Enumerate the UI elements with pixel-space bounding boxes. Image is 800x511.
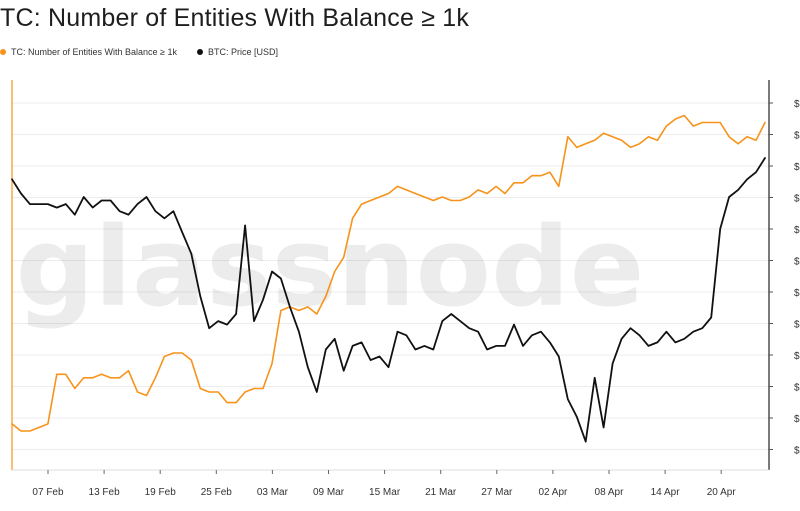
legend: TC: Number of Entities With Balance ≥ 1k… (0, 47, 298, 57)
right-tick-label: $ (794, 131, 800, 142)
x-tick-label: 13 Feb (89, 487, 121, 498)
legend-item-price[interactable]: BTC: Price [USD] (197, 47, 278, 57)
grid-lines (12, 102, 769, 450)
series-line-price (11, 157, 766, 443)
x-tick-label: 25 Feb (201, 487, 233, 498)
chart-title: TC: Number of Entities With Balance ≥ 1k (0, 4, 470, 32)
axes (11, 80, 770, 471)
x-tick-label: 27 Mar (481, 487, 513, 498)
legend-label-entities: TC: Number of Entities With Balance ≥ 1k (11, 47, 177, 57)
x-tick-label: 02 Apr (538, 487, 568, 498)
series-lines (11, 114, 766, 443)
right-tick-label: $ (794, 225, 800, 236)
x-tick-label: 20 Apr (707, 487, 737, 498)
x-tick-label: 15 Mar (369, 487, 401, 498)
x-tick-label: 19 Feb (145, 487, 177, 498)
right-tick-label: $ (794, 194, 800, 205)
x-axis-ticks: 07 Feb 13 Feb 19 Feb 25 Feb 03 Mar 09 Mar 15 M… (32, 470, 736, 498)
x-tick-label: 03 Mar (257, 487, 289, 498)
right-tick-label: $ (794, 320, 800, 331)
watermark: glassnode (16, 203, 645, 331)
x-tick-label: 07 Feb (32, 487, 64, 498)
right-tick-label: $ (794, 351, 800, 362)
right-tick-label: $ (794, 162, 800, 173)
right-tick-label: $ (794, 99, 800, 110)
right-tick-label: $ (794, 446, 800, 457)
series-line-entities (11, 114, 766, 432)
right-tick-label: $ (794, 383, 800, 394)
x-tick-label: 08 Apr (595, 487, 625, 498)
right-tick-label: $ (794, 288, 800, 299)
x-tick-label: 09 Mar (313, 487, 345, 498)
x-tick-label: 14 Apr (651, 487, 681, 498)
legend-label-price: BTC: Price [USD] (208, 47, 279, 57)
legend-dot-price (197, 49, 203, 55)
right-tick-label: $ (794, 414, 800, 425)
legend-dot-entities (0, 49, 6, 55)
right-axis-ticks: $ $ $ $ $ $ $ $ $ $ $ $ (769, 99, 800, 457)
right-tick-label: $ (794, 257, 800, 268)
x-tick-label: 21 Mar (425, 487, 457, 498)
legend-item-entities[interactable]: TC: Number of Entities With Balance ≥ 1k (0, 47, 177, 57)
